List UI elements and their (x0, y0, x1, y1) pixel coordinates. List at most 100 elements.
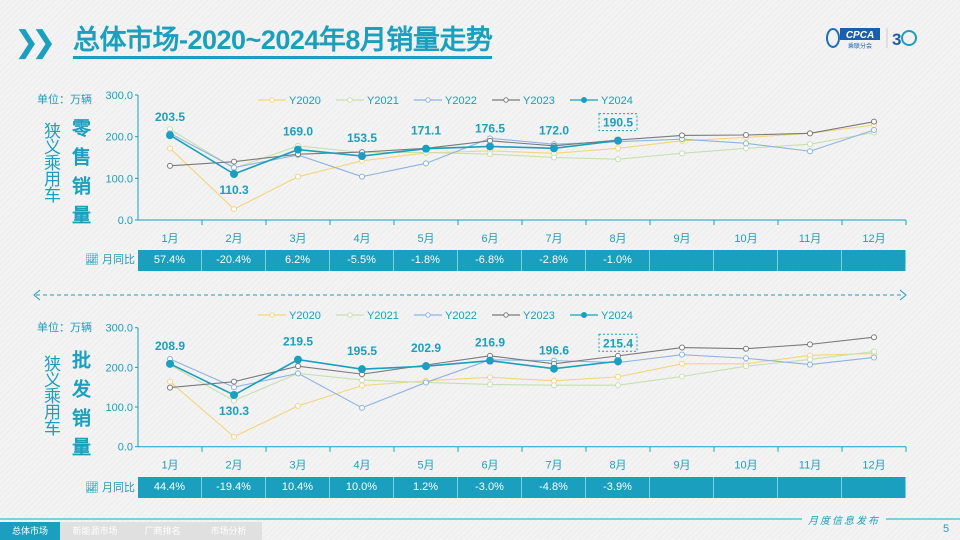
data-point-y2024 (486, 356, 494, 365)
data-point-y2023 (679, 344, 685, 351)
double-chevron-right-icon: ❯❯ (14, 26, 56, 59)
legend-marker-y2020 (269, 312, 275, 318)
series-line-y2024 (169, 358, 619, 396)
data-point-y2024 (166, 131, 174, 140)
yoy-cell: -19.4% (202, 477, 266, 498)
x-tick-label: 2月 (225, 233, 242, 245)
unit-label: 单位：万辆 (37, 94, 92, 106)
data-point-y2024 (358, 152, 366, 161)
data-point-y2022 (807, 148, 813, 155)
legend-label-y2024: Y2024 (601, 310, 633, 322)
x-tick-label: 1月 (161, 233, 178, 245)
data-point-y2022 (871, 127, 877, 133)
data-point-y2024 (166, 359, 174, 368)
data-point-y2022 (743, 140, 749, 147)
publish-label: 月度信息发布 (802, 512, 886, 527)
wholesale-chart: 0.0 100.0 200.0 300.0 1月 2月 3月 4月 5月 6月 7月 8月 9月 10月 1… (105, 310, 907, 472)
series-line-y2024 (169, 134, 619, 175)
data-point-y2024 (422, 362, 430, 371)
y-tick-label: 200.0 (105, 132, 133, 144)
footer-tab-nev[interactable]: 新能源市场 (60, 522, 130, 540)
footer-tab-ranking[interactable]: 厂商排名 (130, 522, 195, 540)
legend-label-y2020: Y2020 (289, 95, 321, 107)
data-point-y2020 (295, 173, 301, 180)
section-divider-arrow (33, 289, 907, 301)
x-tick-label: 8月 (609, 233, 626, 245)
series-line-y2020 (169, 124, 875, 210)
data-point-y2024 (358, 365, 366, 374)
yoy-cell (778, 250, 842, 271)
data-point-y2023 (231, 378, 237, 385)
data-point-y2024 (294, 145, 302, 154)
unit-label: 单位：万辆 (37, 322, 92, 334)
data-point-y2023 (167, 162, 173, 169)
x-tick-label: 9月 (673, 233, 690, 245)
legend-marker-y2024 (581, 312, 587, 318)
yoy-row: 57.4% -20.4% 6.2% -5.5% -1.8% -6.8% -2.8% -1.0% (138, 250, 906, 271)
svg-text:CPCA: CPCA (846, 30, 874, 41)
data-point-y2023 (743, 132, 749, 138)
data-point-y2024 (614, 357, 622, 366)
data-point-y2021 (679, 373, 685, 380)
trend-up-icon: 📈︎ (85, 481, 99, 494)
yoy-cell (714, 477, 778, 498)
data-point-y2020 (679, 360, 685, 367)
legend-marker-y2021 (347, 312, 353, 318)
x-tick-label: 11月 (799, 233, 821, 245)
y-tick-label: 100.0 (105, 173, 133, 185)
side-label: 狭义乘用车 (41, 122, 60, 202)
data-point-y2024 (230, 391, 238, 400)
data-label: 169.0 (283, 125, 313, 139)
data-label: 176.5 (475, 121, 505, 135)
x-tick-label: 8月 (609, 460, 626, 472)
data-point-y2020 (359, 382, 365, 389)
yoy-cell (842, 250, 906, 271)
data-point-y2023 (167, 384, 173, 391)
yoy-cell: 10.4% (266, 477, 330, 498)
x-tick-label: 3月 (289, 233, 306, 245)
y-tick-label: 300.0 (105, 90, 133, 102)
data-label: 216.9 (475, 336, 505, 350)
yoy-cell (714, 250, 778, 271)
data-point-y2023 (871, 334, 877, 341)
side-label: 狭义乘用车 (41, 355, 60, 435)
x-tick-label: 3月 (289, 460, 306, 472)
yoy-cell: 44.4% (138, 477, 202, 498)
footer-tab-overall[interactable]: 总体市场 (0, 522, 60, 540)
data-point-y2024 (230, 170, 238, 179)
data-label: 208.9 (155, 339, 185, 353)
legend-marker-y2023 (503, 312, 509, 318)
data-point-y2023 (679, 132, 685, 139)
yoy-cell: 57.4% (138, 250, 202, 271)
series-line-y2022 (169, 354, 875, 409)
data-point-y2024 (614, 136, 622, 145)
data-label: 219.5 (283, 335, 313, 349)
x-tick-label: 6月 (481, 233, 498, 245)
data-point-y2021 (615, 156, 621, 163)
data-label: 190.5 (603, 116, 633, 130)
data-label: 215.4 (603, 336, 633, 350)
svg-text:乘联分会: 乘联分会 (848, 42, 872, 50)
legend-label-y2023: Y2023 (523, 310, 555, 322)
y-tick-label: 300.0 (105, 323, 133, 335)
yoy-cell: -3.0% (458, 477, 522, 498)
data-point-y2024 (294, 355, 302, 364)
trend-up-icon: 📈︎ (85, 253, 99, 266)
yoy-cell: -6.8% (458, 250, 522, 271)
data-point-y2022 (807, 361, 813, 368)
svg-text:3: 3 (892, 30, 901, 49)
x-tick-label: 5月 (417, 233, 434, 245)
y-tick-label: 200.0 (105, 362, 133, 374)
chart-title: 零售销量 (69, 118, 90, 234)
cpca-logo: CPCA 乘联分会 3 (826, 28, 917, 50)
yoy-cell: 1.2% (394, 477, 458, 498)
data-label: 196.6 (539, 344, 569, 358)
footer-tab-analysis[interactable]: 市场分析 (195, 522, 262, 540)
x-tick-label: 5月 (417, 460, 434, 472)
data-point-y2020 (231, 433, 237, 440)
retail-chart: 0.0 100.0 200.0 300.0 1月 2月 3月 4月 5月 6月 7月 8月 9月 10月 1… (105, 90, 907, 245)
yoy-cell: -4.8% (522, 477, 586, 498)
data-point-y2022 (231, 164, 237, 171)
yoy-label-text: 月同比 (101, 482, 135, 494)
data-point-y2023 (231, 158, 237, 165)
